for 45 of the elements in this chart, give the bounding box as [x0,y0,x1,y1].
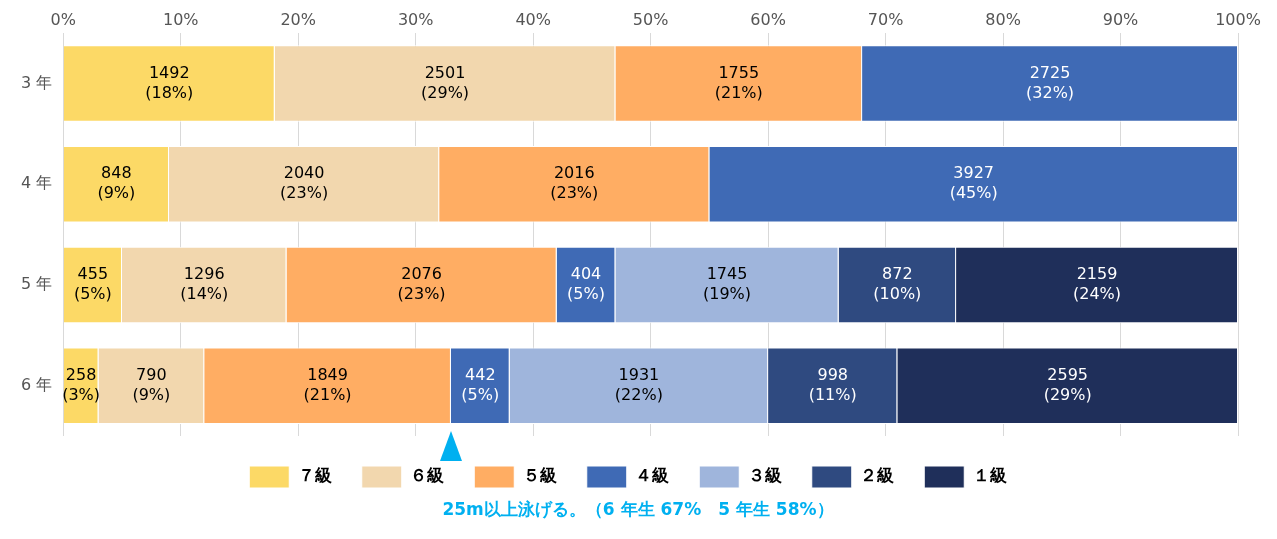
data-label: 1296 (14%) [180,264,229,304]
data-label: 1755 (21%) [714,62,763,102]
data-label: 872 (10%) [873,264,922,304]
data-label: 790 (9%) [132,364,171,404]
y-tick-label: 6 年 [21,374,53,394]
x-tick-label: 30% [397,9,434,29]
x-tick-label: 80% [985,9,1021,29]
data-label: 404 (5%) [567,264,605,304]
legend-label: ７級 [297,465,332,486]
data-label: 2159 (24%) [1073,264,1122,304]
data-label: 1931 (22%) [614,364,663,404]
data-label: 1492 (18%) [145,62,194,102]
legend-label: ４級 [635,465,670,486]
data-label: 848 (9%) [97,163,136,203]
data-label: 3927 (45%) [949,163,998,203]
data-label: 998 (11%) [808,364,857,404]
x-tick-label: 40% [515,9,551,29]
data-label: 2076 (23%) [397,264,446,304]
data-label: 2595 (29%) [1043,364,1092,404]
data-label: 258 (3%) [62,364,101,404]
x-tick-label: 70% [867,9,904,29]
text: 25m以上泳げる。（6 年生 67% 5 年生 58%） [441,498,835,521]
data-label: 1849 (21%) [303,364,352,404]
x-tick-label: 0% [50,9,76,29]
legend-label: ５級 [522,465,557,486]
y-tick-label: 5 年 [21,274,53,294]
x-tick-label: 20% [280,9,316,29]
y-tick-label: 3 年 [21,72,53,92]
x-tick-label: 100% [1215,9,1261,29]
data-label: 442 (5%) [461,364,500,404]
legend-label: ３級 [747,465,782,486]
y-tick-label: 4 年 [21,173,53,193]
legend-label: ２級 [860,465,895,486]
x-tick-label: 10% [162,9,199,29]
data-label: 1745 (19%) [702,264,752,304]
x-tick-label: 50% [632,9,669,29]
legend-label: ６級 [410,465,445,486]
x-tick-label: 90% [1102,9,1139,29]
data-label: 2501 (29%) [421,62,470,102]
data-label: 2016 (23%) [550,163,599,203]
data-label: 2040 (23%) [280,163,329,203]
legend-label: １級 [972,465,1007,486]
data-label: 2725 (32%) [1026,62,1075,102]
x-tick-label: 60% [750,9,786,29]
data-label: 455 (5%) [73,264,112,304]
